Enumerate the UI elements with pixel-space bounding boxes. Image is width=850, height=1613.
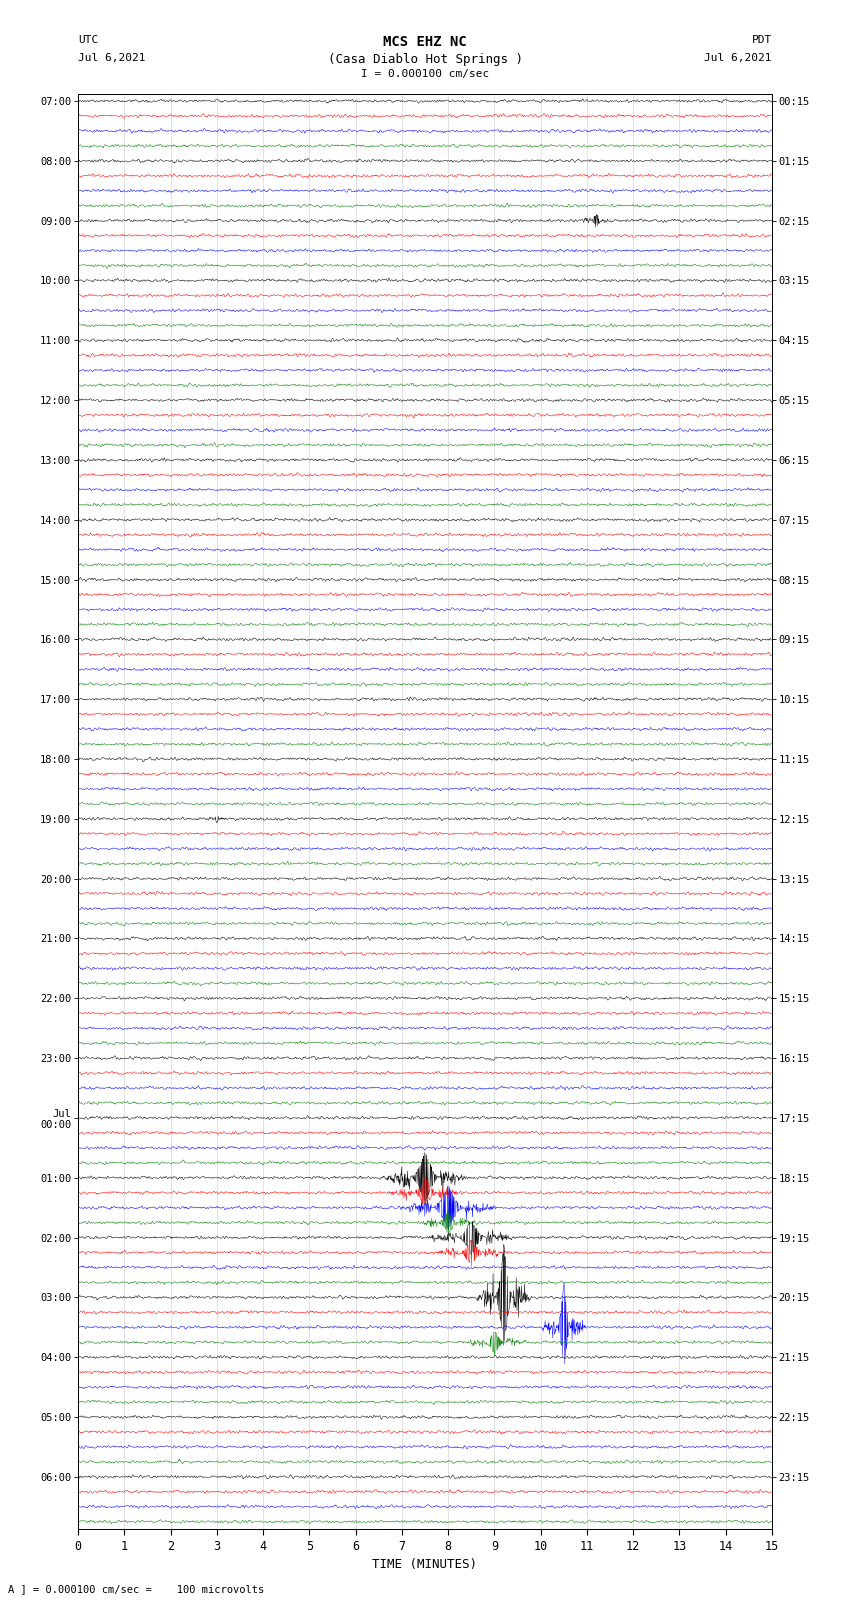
Text: I = 0.000100 cm/sec: I = 0.000100 cm/sec — [361, 69, 489, 79]
Text: PDT: PDT — [751, 35, 772, 45]
Text: UTC: UTC — [78, 35, 99, 45]
Text: MCS EHZ NC: MCS EHZ NC — [383, 35, 467, 50]
Text: A ] = 0.000100 cm/sec =    100 microvolts: A ] = 0.000100 cm/sec = 100 microvolts — [8, 1584, 264, 1594]
Text: (Casa Diablo Hot Springs ): (Casa Diablo Hot Springs ) — [327, 53, 523, 66]
X-axis label: TIME (MINUTES): TIME (MINUTES) — [372, 1558, 478, 1571]
Text: Jul 6,2021: Jul 6,2021 — [78, 53, 145, 63]
Text: Jul 6,2021: Jul 6,2021 — [705, 53, 772, 63]
